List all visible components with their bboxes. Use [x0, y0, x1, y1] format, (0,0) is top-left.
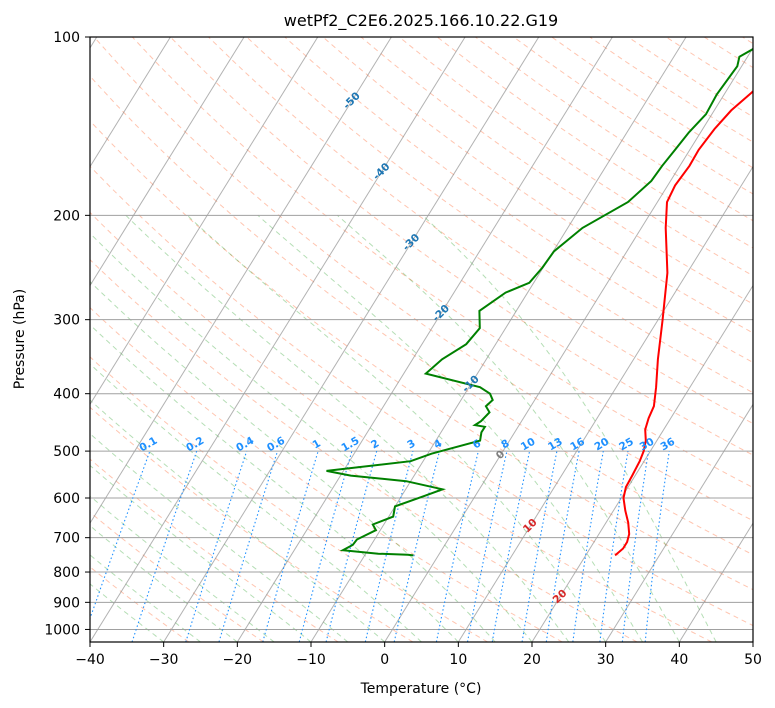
isotherm-line: [90, 37, 245, 287]
y-tick-label: 600: [53, 491, 80, 507]
isotherm-line: [90, 37, 171, 168]
mixing-ratio-line: [393, 450, 441, 642]
x-tick-label: −40: [75, 652, 105, 668]
mixing-ratio-line: [644, 451, 670, 642]
y-tick-label: 1000: [44, 622, 80, 638]
isotherm-line: [90, 37, 392, 525]
x-tick-label: 30: [597, 652, 615, 668]
isotherm-line: [678, 522, 753, 642]
y-tick-label: 100: [53, 30, 80, 46]
y-tick-label: 900: [53, 595, 80, 611]
mixing-ratio-line: [435, 450, 479, 642]
x-tick-label: 50: [744, 652, 762, 668]
dewpoint-series-line: [326, 47, 753, 557]
isotherm-line: [457, 165, 753, 642]
y-tick-label: 400: [53, 387, 80, 403]
x-tick-label: 20: [523, 652, 541, 668]
moist-adiabat: [90, 324, 459, 642]
mixing-ratio-line: [599, 451, 629, 642]
dry-adiabat: [246, 37, 753, 394]
mixing-ratio-line: [262, 450, 319, 642]
mixing-ratio-line: [621, 451, 650, 642]
moist-adiabat: [90, 280, 496, 642]
moist-adiabat: [90, 232, 533, 642]
moist-adiabat: [336, 214, 680, 642]
dry-adiabat: [170, 37, 753, 456]
dry-adiabat: [90, 511, 264, 642]
mixing-ratio-line: [90, 450, 151, 621]
y-tick-label: 500: [53, 444, 80, 460]
mixing-ratio-line: [572, 451, 604, 642]
plot-frame: [89, 36, 754, 643]
chart-title: wetPf2_C2E6.2025.166.10.22.G19: [284, 11, 558, 31]
isotherm-line: [605, 403, 753, 642]
dry-adiabat: [90, 306, 563, 642]
isotherm-line: [90, 37, 319, 406]
x-tick-label: 10: [449, 652, 467, 668]
isotherm-line: [310, 37, 687, 642]
moist-adiabat: [186, 214, 607, 642]
moist-adiabat: [90, 363, 422, 642]
isotherm-line: [163, 37, 540, 642]
dry-adiabat: [90, 165, 753, 627]
isotherm-line: [531, 284, 753, 642]
isotherm-line: [236, 37, 613, 642]
dry-adiabat: [90, 120, 753, 591]
sounding-lines: [326, 47, 753, 557]
moist-adiabat: [125, 214, 570, 642]
x-tick-label: 40: [670, 652, 688, 668]
axes: −40 −30 −20 −10 0 10 20 30 40 50 100 200 300 400 500 60…: [44, 30, 762, 668]
y-tick-label: 700: [53, 531, 80, 547]
y-axis-label: Pressure (hPa): [12, 289, 28, 389]
mixing-ratio-line: [325, 450, 378, 642]
dry-adiabat: [90, 211, 712, 642]
mixing-ratio-line: [131, 450, 198, 642]
temperature-series-line: [614, 90, 753, 557]
y-tick-label: 300: [53, 313, 80, 329]
x-tick-label: 0: [380, 652, 389, 668]
mixing-ratio-line: [364, 450, 414, 642]
mixing-ratio-line: [185, 450, 248, 642]
x-tick-label: −20: [223, 652, 253, 668]
y-tick-label: 200: [53, 208, 80, 224]
moist-adiabat: [90, 399, 386, 642]
mixing-ratio-line: [218, 450, 279, 642]
moist-adiabat: [422, 214, 717, 642]
isotherm-line: [384, 46, 753, 642]
x-tick-label: −10: [296, 652, 326, 668]
isotherm-line: [90, 37, 466, 642]
x-axis-label: Temperature (°C): [360, 681, 482, 697]
dry-adiabat: [90, 356, 488, 642]
background-lines: [90, 37, 753, 642]
mixing-ratio-line: [298, 450, 353, 642]
y-tick-label: 800: [53, 565, 80, 581]
dry-adiabat: [322, 37, 753, 334]
moist-adiabat: [90, 464, 312, 642]
dry-adiabat: [90, 458, 339, 642]
x-tick-label: −30: [149, 652, 179, 668]
